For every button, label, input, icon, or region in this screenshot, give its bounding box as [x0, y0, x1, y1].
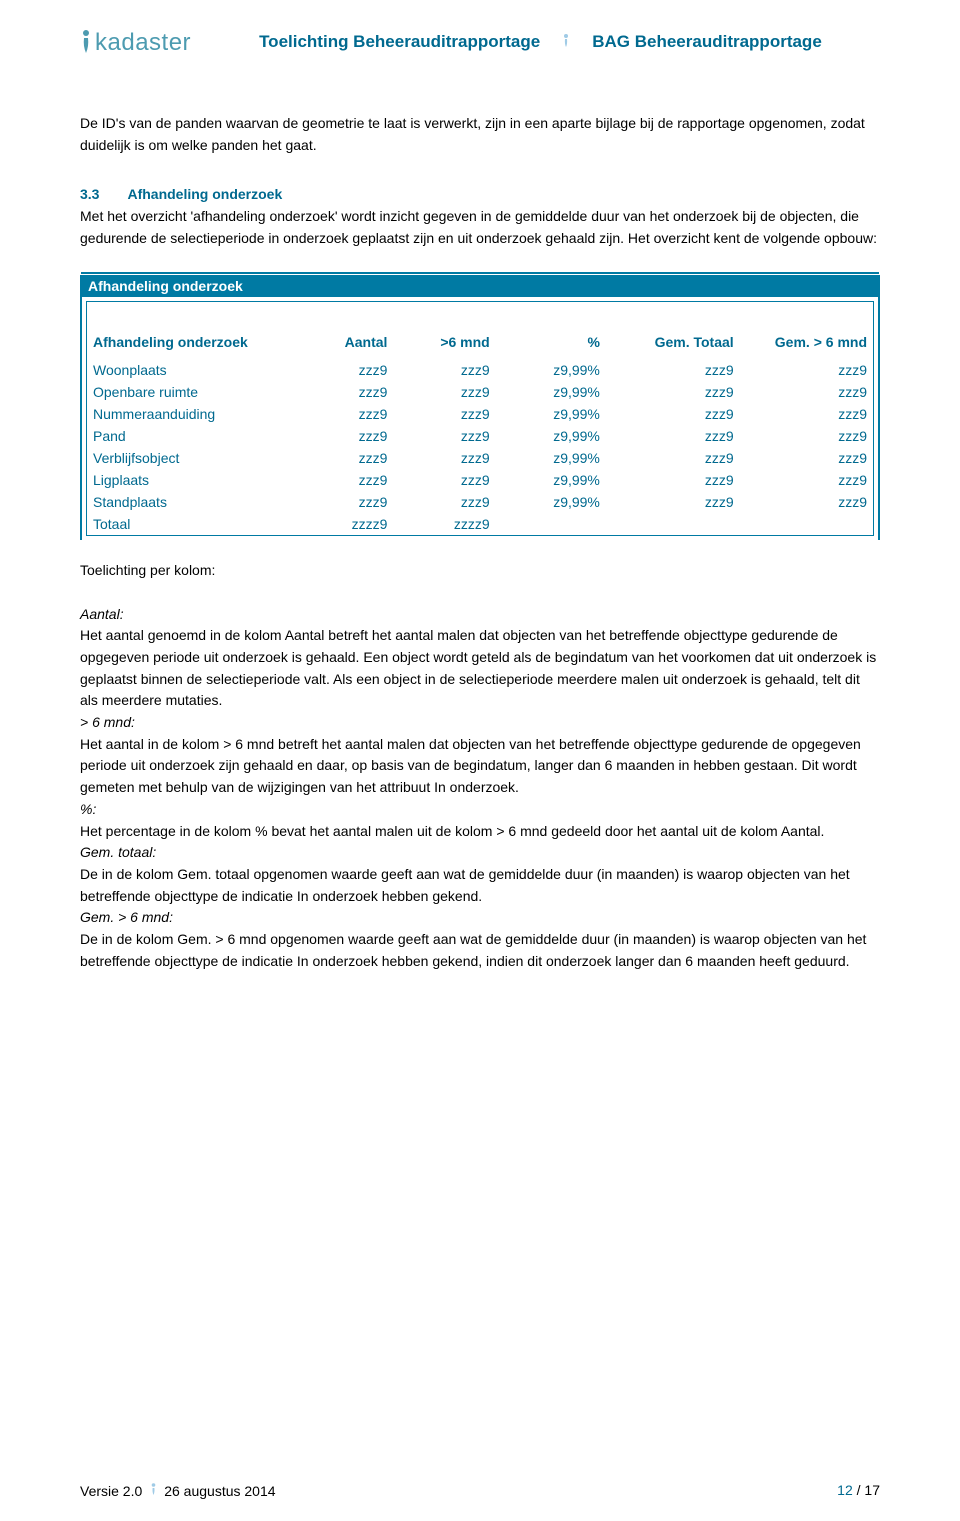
header-separator-icon	[562, 32, 570, 52]
logo-text: kadaster	[95, 29, 191, 57]
cell: zzz9	[606, 469, 740, 491]
col-header: %	[496, 331, 606, 353]
cell: z9,99%	[496, 381, 606, 403]
page: kadaster Toelichting Beheerauditrapporta…	[0, 0, 960, 1521]
cell-label: Nummeraanduiding	[87, 403, 292, 425]
total-cell: zzzz9	[291, 513, 393, 536]
footer-date: 26 augustus 2014	[164, 1483, 275, 1499]
logo: kadaster	[80, 28, 191, 57]
cell: z9,99%	[496, 359, 606, 381]
table-banner: Afhandeling onderzoek	[81, 275, 879, 297]
cell: zzz9	[393, 447, 495, 469]
cell-label: Woonplaats	[87, 359, 292, 381]
footer-version: Versie 2.0	[80, 1483, 142, 1499]
def-text: Het percentage in de kolom % bevat het a…	[80, 821, 880, 843]
def-label: %:	[80, 799, 880, 821]
cell-label: Standplaats	[87, 491, 292, 513]
def-text: De in de kolom Gem. > 6 mnd opgenomen wa…	[80, 929, 880, 972]
total-cell: zzzz9	[393, 513, 495, 536]
cell: zzz9	[393, 359, 495, 381]
cell: zzz9	[291, 403, 393, 425]
header-titles: Toelichting Beheerauditrapportage BAG Be…	[259, 28, 822, 52]
data-table: Afhandeling onderzoek Afhandeling onderz…	[80, 272, 880, 541]
defs-intro: Toelichting per kolom:	[80, 560, 880, 582]
header-title-left: Toelichting Beheerauditrapportage	[259, 32, 540, 52]
cell-label: Verblijfsobject	[87, 447, 292, 469]
table-row: Pand zzz9 zzz9 z9,99% zzz9 zzz9	[87, 425, 874, 447]
table-row: Openbare ruimte zzz9 zzz9 z9,99% zzz9 zz…	[87, 381, 874, 403]
cell: zzz9	[740, 447, 874, 469]
cell: zzz9	[393, 469, 495, 491]
table-banner-row: Afhandeling onderzoek	[81, 275, 879, 297]
body-text: De ID's van de panden waarvan de geometr…	[80, 113, 880, 250]
definitions: Toelichting per kolom: Aantal: Het aanta…	[80, 560, 880, 972]
cell: zzz9	[740, 491, 874, 513]
page-header: kadaster Toelichting Beheerauditrapporta…	[80, 28, 880, 57]
cell: z9,99%	[496, 491, 606, 513]
col-header: Gem. Totaal	[606, 331, 740, 353]
def-text: De in de kolom Gem. totaal opgenomen waa…	[80, 864, 880, 907]
cell: zzz9	[740, 425, 874, 447]
cell: zzz9	[606, 491, 740, 513]
cell: zzz9	[291, 447, 393, 469]
def-label: > 6 mnd:	[80, 712, 880, 734]
def-text: Het aantal genoemd in de kolom Aantal be…	[80, 625, 880, 712]
cell: zzz9	[291, 359, 393, 381]
col-header: Afhandeling onderzoek	[87, 331, 292, 353]
cell: zzz9	[291, 425, 393, 447]
logo-mark-icon	[80, 28, 92, 57]
cell: zzz9	[393, 403, 495, 425]
page-total: 17	[864, 1482, 880, 1498]
def-label: Aantal:	[80, 604, 880, 626]
cell: zzz9	[393, 425, 495, 447]
cell: z9,99%	[496, 403, 606, 425]
table-row: Verblijfsobject zzz9 zzz9 z9,99% zzz9 zz…	[87, 447, 874, 469]
cell-label: Openbare ruimte	[87, 381, 292, 403]
cell: zzz9	[393, 491, 495, 513]
cell-label: Pand	[87, 425, 292, 447]
header-title-right: BAG Beheerauditrapportage	[592, 32, 822, 52]
cell: zzz9	[740, 381, 874, 403]
cell: zzz9	[740, 359, 874, 381]
cell: zzz9	[606, 447, 740, 469]
def-label: Gem. totaal:	[80, 842, 880, 864]
intro-paragraph: De ID's van de panden waarvan de geometr…	[80, 113, 880, 156]
footer-left: Versie 2.0 26 augustus 2014	[80, 1482, 276, 1499]
table-row: Nummeraanduiding zzz9 zzz9 z9,99% zzz9 z…	[87, 403, 874, 425]
col-header: >6 mnd	[393, 331, 495, 353]
footer-right: 12 / 17	[837, 1482, 880, 1499]
cell: zzz9	[606, 425, 740, 447]
section-body: Met het overzicht 'afhandeling onderzoek…	[80, 206, 880, 249]
section-title: Afhandeling onderzoek	[127, 186, 282, 202]
page-current: 12	[837, 1482, 853, 1498]
cell-label: Ligplaats	[87, 469, 292, 491]
table-column-headers: Afhandeling onderzoek Aantal >6 mnd % Ge…	[87, 331, 874, 353]
section-number: 3.3	[80, 186, 99, 202]
cell: zzz9	[740, 469, 874, 491]
cell: zzz9	[740, 403, 874, 425]
section-heading: 3.3 Afhandeling onderzoek	[80, 186, 880, 202]
col-header: Aantal	[291, 331, 393, 353]
cell: zzz9	[393, 381, 495, 403]
table-row: Woonplaats zzz9 zzz9 z9,99% zzz9 zzz9	[87, 359, 874, 381]
total-label: Totaal	[87, 513, 292, 536]
table-row: Standplaats zzz9 zzz9 z9,99% zzz9 zzz9	[87, 491, 874, 513]
cell: zzz9	[606, 359, 740, 381]
cell: zzz9	[291, 381, 393, 403]
cell: z9,99%	[496, 425, 606, 447]
def-text: Het aantal in de kolom > 6 mnd betreft h…	[80, 734, 880, 799]
cell: zzz9	[606, 381, 740, 403]
cell: z9,99%	[496, 447, 606, 469]
col-header: Gem. > 6 mnd	[740, 331, 874, 353]
page-sep: /	[853, 1482, 865, 1498]
def-label: Gem. > 6 mnd:	[80, 907, 880, 929]
table-row: Ligplaats zzz9 zzz9 z9,99% zzz9 zzz9	[87, 469, 874, 491]
cell: zzz9	[291, 469, 393, 491]
cell: zzz9	[291, 491, 393, 513]
cell: zzz9	[606, 403, 740, 425]
cell: z9,99%	[496, 469, 606, 491]
page-footer: Versie 2.0 26 augustus 2014 12 / 17	[80, 1482, 880, 1499]
footer-separator-icon	[146, 1487, 164, 1499]
table-total-row: Totaal zzzz9 zzzz9	[87, 513, 874, 536]
